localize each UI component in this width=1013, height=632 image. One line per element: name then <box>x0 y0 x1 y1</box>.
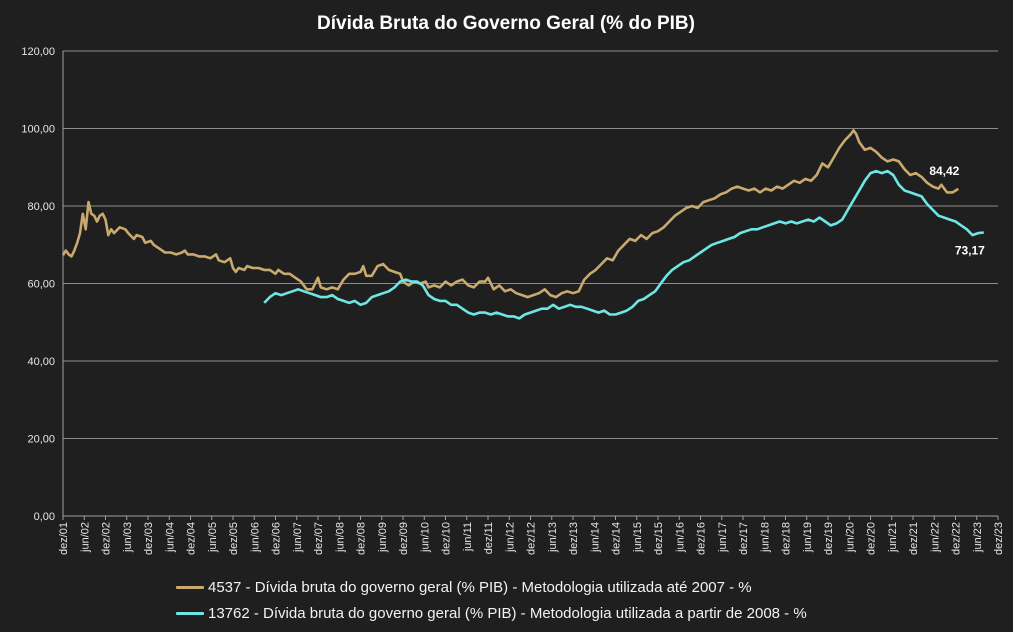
y-tick-label: 100,00 <box>21 124 55 136</box>
x-tick-label: dez/22 <box>951 522 963 555</box>
x-tick-label: dez/20 <box>866 522 878 555</box>
x-tick-label: jun/21 <box>887 522 899 553</box>
y-tick-label: 80,00 <box>27 201 55 213</box>
label-layer: 84,42 73,17 <box>929 164 985 258</box>
data-label-13762: 73,17 <box>955 243 985 257</box>
x-tick-label: dez/10 <box>441 522 453 555</box>
x-tick-label: dez/08 <box>356 522 368 555</box>
legend-swatch-4537 <box>176 585 204 589</box>
x-tick-label: jun/11 <box>462 522 474 552</box>
x-tick-label: jun/23 <box>972 522 984 553</box>
x-tick-label: jun/02 <box>79 522 91 553</box>
series-line-4537 <box>61 129 959 299</box>
chart-title: Dívida Bruta do Governo Geral (% do PIB) <box>317 13 695 34</box>
x-tick-label: jun/12 <box>504 522 516 553</box>
x-tick-label: jun/19 <box>802 522 814 553</box>
x-tick-label: jun/20 <box>844 522 856 553</box>
x-tick-label: dez/09 <box>398 522 410 555</box>
x-tick-label: dez/23 <box>993 522 1005 555</box>
x-tick-label: dez/16 <box>696 522 708 555</box>
x-tick-label: dez/06 <box>271 522 283 555</box>
x-tick-label: jun/17 <box>717 522 729 553</box>
x-tick-label: dez/07 <box>313 522 325 555</box>
series-layer <box>61 129 984 320</box>
legend-entry-4537: 4537 - Dívida bruta do governo geral (% … <box>176 574 807 600</box>
x-tick-label: jun/14 <box>589 522 601 553</box>
x-tick-label: jun/07 <box>292 522 304 553</box>
x-tick-label: dez/14 <box>611 522 623 555</box>
x-tick-label: jun/13 <box>547 522 559 553</box>
legend-entry-13762: 13762 - Dívida bruta do governo geral (%… <box>176 600 807 626</box>
x-tick-label: jun/15 <box>632 522 644 553</box>
y-tick-label: 60,00 <box>27 279 55 291</box>
x-tick-label: jun/16 <box>674 522 686 553</box>
x-tick-label: dez/01 <box>58 522 70 555</box>
x-tick-label: jun/09 <box>377 522 389 553</box>
x-tick-label: dez/19 <box>823 522 835 555</box>
x-tick-label: dez/04 <box>186 522 198 555</box>
y-tick-label: 0,00 <box>34 511 55 523</box>
data-label-4537: 84,42 <box>929 164 959 178</box>
x-tick-label: dez/18 <box>781 522 793 555</box>
legend: 4537 - Dívida bruta do governo geral (% … <box>176 574 807 626</box>
y-tick-label: 40,00 <box>27 356 55 368</box>
legend-swatch-13762 <box>176 611 204 615</box>
legend-label-13762: 13762 - Dívida bruta do governo geral (%… <box>208 604 807 622</box>
x-tick-label: jun/22 <box>929 522 941 553</box>
axis-layer: 0,00 20,00 40,00 60,00 80,00 100,00 120,00 dez/… <box>21 46 1005 555</box>
x-tick-label: dez/15 <box>653 522 665 555</box>
x-tick-label: jun/04 <box>164 522 176 553</box>
x-tick-label: dez/12 <box>526 522 538 555</box>
y-tick-label: 20,00 <box>27 434 55 446</box>
x-tick-label: dez/11 <box>483 522 495 554</box>
y-tick-label: 120,00 <box>21 46 55 58</box>
x-tick-label: jun/10 <box>419 522 431 553</box>
x-tick-label: dez/05 <box>228 522 240 555</box>
grid-layer <box>63 50 998 439</box>
x-tick-label: jun/08 <box>334 522 346 553</box>
x-tick-label: jun/18 <box>759 522 771 553</box>
x-tick-label: dez/21 <box>908 522 920 555</box>
x-tick-label: dez/17 <box>738 522 750 555</box>
x-tick-label: jun/05 <box>207 522 219 553</box>
x-tick-label: jun/03 <box>122 522 134 553</box>
x-tick-label: jun/06 <box>249 522 261 553</box>
series-line-13762 <box>263 169 984 320</box>
x-tick-label: dez/03 <box>143 522 155 555</box>
x-tick-label: dez/13 <box>568 522 580 555</box>
legend-label-4537: 4537 - Dívida bruta do governo geral (% … <box>208 578 752 596</box>
x-tick-label: dez/02 <box>101 522 113 555</box>
